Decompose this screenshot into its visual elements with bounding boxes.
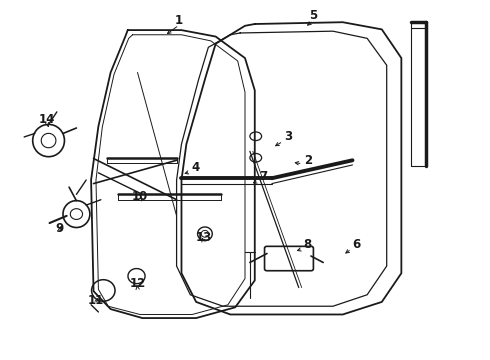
Text: 5: 5 [309,9,318,22]
Text: 10: 10 [132,190,148,203]
Text: 7: 7 [260,170,268,183]
Text: 8: 8 [304,238,312,251]
Text: 3: 3 [284,130,292,144]
Text: 14: 14 [39,113,55,126]
Text: 12: 12 [129,278,146,291]
Text: 4: 4 [191,161,199,174]
Text: 6: 6 [352,238,361,251]
Text: 2: 2 [304,154,312,167]
Text: 9: 9 [55,222,63,235]
Text: 13: 13 [196,231,212,244]
Text: 11: 11 [88,294,104,307]
Text: 1: 1 [175,14,183,27]
